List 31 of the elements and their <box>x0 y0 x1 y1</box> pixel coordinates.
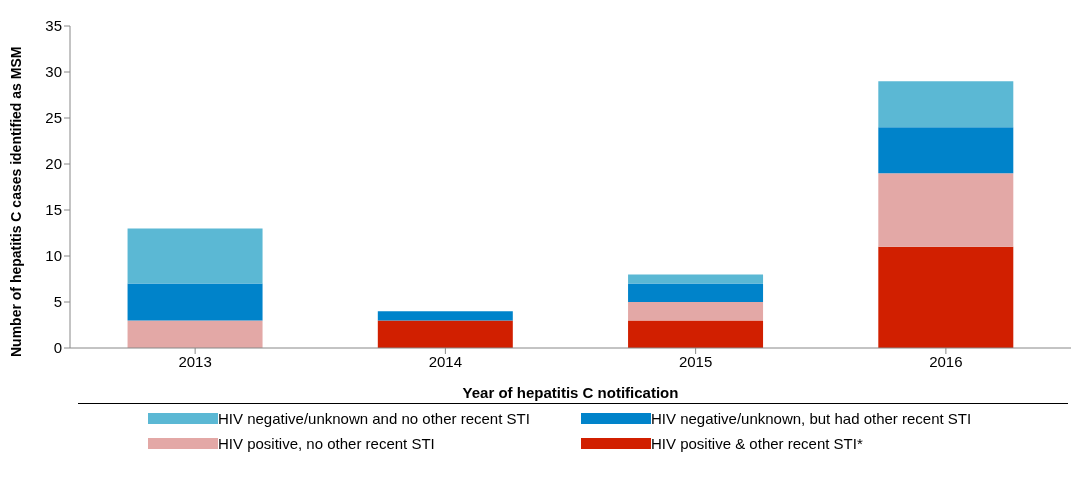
bar <box>127 228 263 284</box>
bar <box>878 246 1014 348</box>
legend-label: HIV positive & other recent STI* <box>651 435 863 452</box>
legend-label: HIV negative/unknown, but had other recent STI <box>651 410 972 427</box>
y-tick-label: 20 <box>45 155 62 173</box>
y-tick-label: 15 <box>45 201 62 219</box>
x-tick-label: 2013 <box>178 352 212 370</box>
y-tick-label: 30 <box>45 63 62 81</box>
x-tick-label: 2015 <box>678 352 713 370</box>
y-tick-label: 0 <box>53 339 62 357</box>
bar <box>127 320 263 348</box>
y-tick-label: 25 <box>45 109 62 127</box>
bar <box>377 320 513 348</box>
y-tick-label: 10 <box>45 247 62 265</box>
legend-label: HIV negative/unknown and no other recent STI <box>218 410 530 427</box>
bar <box>628 302 764 321</box>
x-tick-label: 2014 <box>428 352 463 370</box>
bar <box>878 81 1014 128</box>
y-tick-label: 35 <box>45 17 62 35</box>
bar <box>878 173 1014 247</box>
bar <box>628 320 764 348</box>
y-tick-label: 5 <box>53 293 62 311</box>
x-axis-title: Year of hepatitis C notification <box>462 384 679 401</box>
bar <box>628 274 764 284</box>
x-tick-label: 2016 <box>929 352 963 370</box>
y-axis-title: Number of hepatitis C cases identified as MSM <box>7 46 24 357</box>
bar <box>878 127 1014 174</box>
bar <box>127 283 263 321</box>
bar <box>377 311 513 321</box>
legend-label: HIV positive, no other recent STI <box>218 435 435 452</box>
bar <box>628 283 764 302</box>
